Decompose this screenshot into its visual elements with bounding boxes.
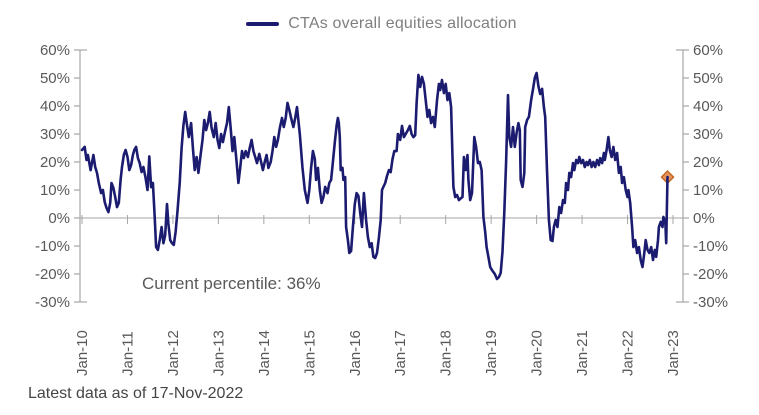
x-tick-label-Jan-14: Jan-14	[256, 330, 273, 376]
y-tick-label-right: -20%	[693, 266, 728, 283]
y-tick-label-right: 20%	[693, 154, 723, 171]
y-tick-label-right: -10%	[693, 238, 728, 255]
y-tick-label-left: 40%	[40, 98, 70, 115]
allocation-line-series	[80, 71, 669, 281]
y-tick-label-right: 30%	[693, 126, 723, 143]
x-tick-label-Jan-19: Jan-19	[483, 330, 500, 376]
y-tick-label-right: 10%	[693, 182, 723, 199]
y-tick-label-left: -10%	[35, 238, 70, 255]
y-tick-label-right: 60%	[693, 42, 723, 59]
legend-label: CTAs overall equities allocation	[288, 15, 517, 32]
x-tick-label-Jan-22: Jan-22	[620, 330, 637, 376]
legend-line-swatch	[246, 22, 280, 26]
y-tick-label-right: 0%	[693, 210, 715, 227]
y-tick-label-right: -30%	[693, 294, 728, 311]
y-tick-label-left: 60%	[40, 42, 70, 59]
y-tick-label-right: 50%	[693, 70, 723, 87]
x-tick-label-Jan-13: Jan-13	[210, 330, 227, 376]
y-tick-label-left: 0%	[48, 210, 70, 227]
legend: CTAs overall equities allocation	[80, 13, 683, 35]
x-tick-label-Jan-18: Jan-18	[438, 330, 455, 376]
x-tick-label-Jan-20: Jan-20	[529, 330, 546, 376]
y-tick-label-left: 20%	[40, 154, 70, 171]
x-tick-label-Jan-17: Jan-17	[392, 330, 409, 376]
y-tick-label-left: -30%	[35, 294, 70, 311]
y-tick-label-left: 30%	[40, 126, 70, 143]
x-tick-label-Jan-15: Jan-15	[301, 330, 318, 376]
x-tick-label-Jan-16: Jan-16	[347, 330, 364, 376]
x-tick-label-Jan-11: Jan-11	[119, 331, 136, 376]
x-tick-label-Jan-10: Jan-10	[74, 330, 91, 376]
footer-note: Latest data as of 17-Nov-2022	[28, 385, 244, 402]
y-tick-label-left: -20%	[35, 266, 70, 283]
current-percentile-annotation: Current percentile: 36%	[142, 274, 321, 293]
x-tick-label-Jan-23: Jan-23	[665, 330, 682, 376]
y-tick-label-right: 40%	[693, 98, 723, 115]
y-tick-label-left: 10%	[40, 182, 70, 199]
y-tick-label-left: 50%	[40, 70, 70, 87]
x-tick-label-Jan-21: Jan-21	[574, 330, 591, 376]
x-tick-label-Jan-12: Jan-12	[165, 330, 182, 376]
